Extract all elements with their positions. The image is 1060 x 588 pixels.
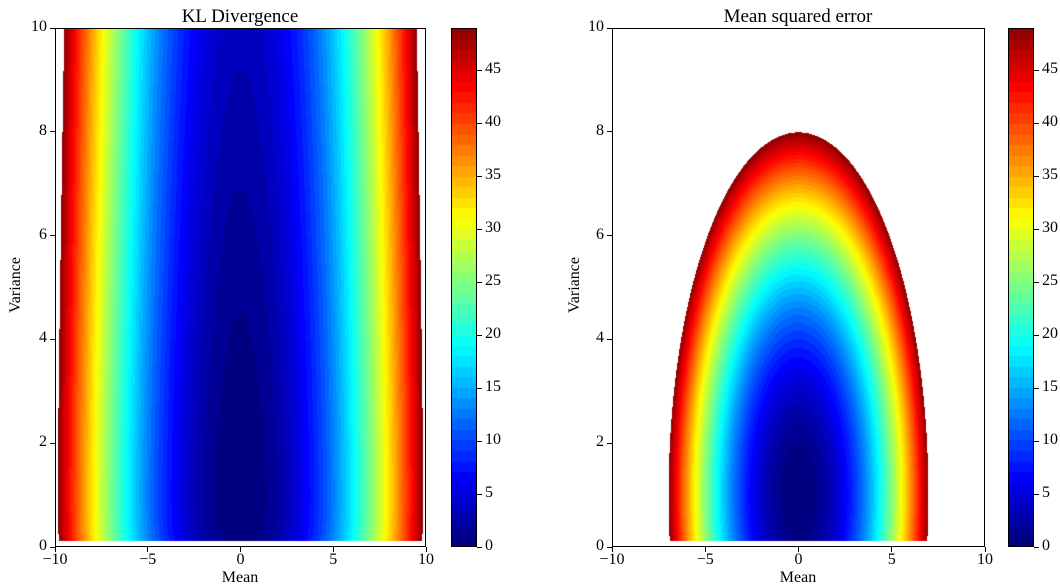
- x-tick-label: 0: [236, 551, 245, 568]
- colorbar-tick-mark: [1034, 440, 1039, 442]
- y-tick-mark: [607, 546, 612, 548]
- colorbar-tick-mark: [477, 334, 482, 336]
- colorbar-tick-label: 5: [1042, 484, 1050, 502]
- y-tick-label: 10: [588, 18, 604, 35]
- chart-title: Mean squared error: [723, 6, 873, 27]
- colorbar-tick-label: 0: [1042, 537, 1050, 554]
- colorbar-tick-label: 5: [485, 484, 493, 502]
- colorbar-tick-label: 30: [485, 219, 501, 237]
- y-tick-label: 4: [39, 329, 47, 347]
- y-tick-label: 2: [596, 433, 604, 451]
- x-tick-mark: [704, 547, 706, 552]
- x-tick-label: 5: [887, 551, 896, 568]
- colorbar-tick-mark: [1034, 387, 1039, 389]
- colorbar-tick-label: 10: [485, 431, 501, 449]
- colorbar-canvas: [1009, 29, 1033, 546]
- x-tick-mark: [891, 547, 893, 552]
- colorbar-tick-label: 35: [485, 166, 501, 184]
- x-tick-mark: [240, 547, 241, 552]
- colorbar-tick-label: 20: [485, 325, 501, 343]
- chart-title: KL Divergence: [181, 6, 299, 27]
- colorbar-tick-label: 20: [1042, 325, 1058, 343]
- colorbar-tick-mark: [477, 281, 482, 283]
- y-tick-mark: [50, 338, 55, 340]
- x-tick-label: 0: [794, 551, 803, 568]
- y-tick-mark: [50, 546, 55, 548]
- colorbar-tick-label: 0: [485, 537, 493, 554]
- colorbar-tick-mark: [477, 493, 482, 495]
- colorbar-tick-mark: [1034, 493, 1039, 495]
- colorbar-tick-mark: [477, 546, 482, 548]
- y-tick-mark: [50, 131, 55, 133]
- x-tick-label: −5: [139, 551, 157, 568]
- y-tick-mark: [607, 27, 612, 29]
- x-tick-label: 5: [329, 551, 338, 568]
- colorbar-tick-label: 35: [1042, 166, 1058, 184]
- colorbar-tick-label: 40: [485, 113, 501, 131]
- y-axis-label: Variance: [7, 257, 24, 313]
- x-tick-mark: [147, 547, 149, 552]
- colorbar-tick-label: 30: [1042, 219, 1058, 237]
- y-tick-mark: [607, 338, 612, 340]
- y-tick-mark: [607, 235, 612, 237]
- heatmap-plot-area: [55, 28, 426, 547]
- colorbar: [451, 28, 477, 547]
- colorbar-tick-mark: [477, 69, 482, 71]
- x-tick-mark: [611, 547, 613, 552]
- y-tick-mark: [50, 27, 55, 29]
- x-tick-mark: [798, 547, 799, 552]
- colorbar-tick-mark: [477, 175, 482, 177]
- y-tick-mark: [50, 442, 55, 444]
- colorbar-tick-label: 10: [1042, 431, 1058, 449]
- x-tick-label: −10: [599, 551, 625, 568]
- colorbar-tick-mark: [1034, 228, 1039, 230]
- colorbar-tick-mark: [1034, 334, 1039, 336]
- x-tick-label: −5: [696, 551, 714, 568]
- y-tick-label: 6: [596, 225, 604, 243]
- x-tick-mark: [54, 547, 56, 552]
- colorbar-tick-label: 25: [485, 272, 501, 290]
- y-tick-label: 6: [39, 225, 47, 243]
- colorbar-tick-label: 15: [485, 378, 501, 396]
- colorbar-tick-mark: [1034, 122, 1039, 124]
- colorbar-tick-label: 40: [1042, 113, 1058, 131]
- colorbar-tick-label: 45: [1042, 60, 1058, 78]
- y-tick-label: 0: [596, 537, 604, 554]
- y-tick-mark: [607, 131, 612, 133]
- colorbar-tick-mark: [1034, 69, 1039, 71]
- y-tick-mark: [50, 235, 55, 237]
- x-tick-mark: [332, 547, 334, 552]
- x-tick-label: 10: [977, 551, 993, 568]
- x-axis-label: Mean: [221, 569, 259, 586]
- x-tick-mark: [984, 547, 986, 552]
- colorbar-canvas: [452, 29, 476, 546]
- x-axis-label: Mean: [779, 569, 817, 586]
- heatmap-canvas: [613, 29, 984, 546]
- colorbar-tick-mark: [477, 440, 482, 442]
- colorbar-tick-mark: [1034, 175, 1039, 177]
- y-tick-label: 10: [31, 18, 47, 35]
- colorbar-tick-mark: [477, 228, 482, 230]
- colorbar-tick-label: 25: [1042, 272, 1058, 290]
- y-tick-label: 4: [596, 329, 604, 347]
- y-axis-label: Variance: [566, 257, 583, 313]
- heatmap-plot-area: [612, 28, 985, 547]
- x-tick-label: −10: [42, 551, 68, 568]
- x-tick-label: 10: [418, 551, 434, 568]
- y-tick-label: 8: [39, 121, 47, 139]
- colorbar-tick-mark: [477, 122, 482, 124]
- colorbar-tick-label: 45: [485, 60, 501, 78]
- y-tick-mark: [607, 442, 612, 444]
- colorbar-tick-label: 15: [1042, 378, 1058, 396]
- colorbar-tick-mark: [1034, 281, 1039, 283]
- y-tick-label: 0: [39, 537, 47, 554]
- colorbar: [1008, 28, 1034, 547]
- colorbar-tick-mark: [1034, 546, 1039, 548]
- y-tick-label: 2: [39, 433, 47, 451]
- y-tick-label: 8: [596, 121, 604, 139]
- heatmap-canvas: [56, 29, 425, 546]
- colorbar-tick-mark: [477, 387, 482, 389]
- x-tick-mark: [425, 547, 427, 552]
